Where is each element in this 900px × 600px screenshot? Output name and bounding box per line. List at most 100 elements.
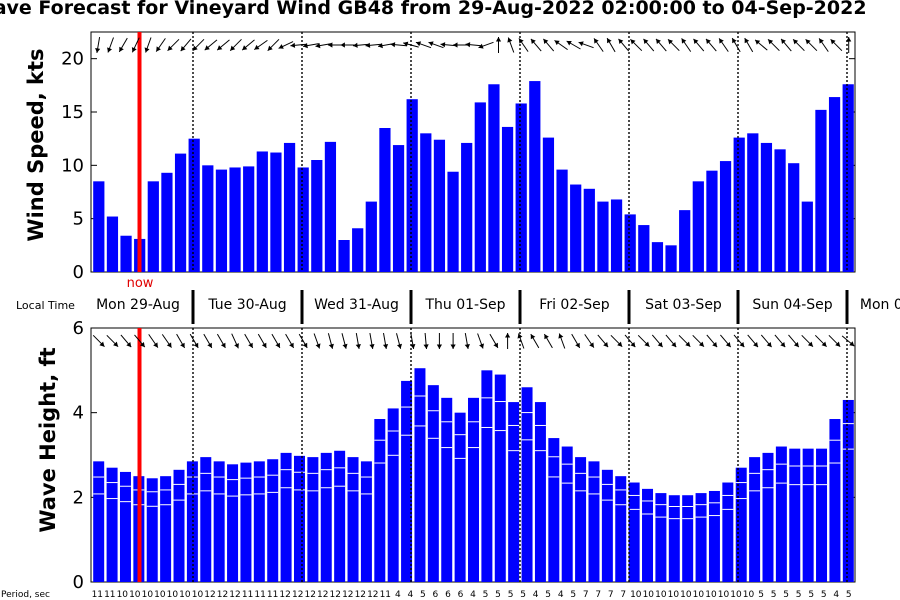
wind-speed-bar (501, 126, 514, 273)
direction-arrowhead (507, 37, 513, 43)
direction-arrowhead (207, 342, 212, 348)
period-value: 12 (229, 590, 240, 600)
wave-height-bar (816, 448, 828, 582)
direction-arrowhead (193, 342, 199, 348)
direction-arrowhead (781, 38, 786, 44)
wind-speed-bar (365, 201, 377, 272)
direction-arrowhead (436, 344, 442, 349)
period-value: 10 (192, 590, 204, 600)
wind-speed-bar (147, 181, 159, 272)
wave-height-bar (829, 419, 841, 582)
direction-arrowhead (830, 39, 836, 45)
wave-height-bar (548, 438, 560, 582)
period-value: 6 (433, 590, 439, 600)
wind-speed-bar (352, 228, 364, 272)
direction-arrowhead (275, 342, 280, 348)
period-value: 10 (117, 590, 129, 600)
wind-speed-bar (760, 142, 773, 272)
wave-height-bar (601, 469, 613, 582)
period-value: 5 (545, 590, 551, 600)
period-value: 5 (483, 590, 489, 600)
period-value: 11 (254, 590, 265, 600)
wind-speed-bar (638, 225, 650, 272)
period-value: 6 (445, 590, 451, 600)
direction-arrowhead (453, 42, 458, 48)
direction-arrowhead (254, 44, 260, 50)
direction-arrowhead (242, 45, 248, 51)
wave-height-bar (842, 399, 854, 582)
direction-arrowhead (578, 41, 584, 47)
direction-arrowhead (278, 44, 284, 49)
wave-height-bar (628, 482, 640, 582)
wind-speed-frame (90, 31, 856, 273)
direction-arrowhead (755, 39, 761, 45)
wave-height-tick-label: 6 (73, 318, 84, 339)
wind-speed-bar (515, 103, 527, 272)
direction-arrowhead (428, 41, 434, 47)
wind-speed-bar (842, 84, 854, 273)
period-value: 5 (796, 590, 802, 600)
wind-speed-bar (828, 97, 841, 272)
wind-speed-bar (788, 163, 800, 272)
wind-speed-bar (406, 99, 418, 272)
wave-height-bar (253, 461, 265, 582)
direction-arrowhead (315, 43, 321, 49)
direction-arrowhead (505, 333, 511, 338)
direction-arrowhead (698, 341, 704, 347)
period-value: 7 (595, 590, 601, 600)
wind-speed-bar (256, 151, 268, 272)
period-value: 5 (783, 590, 789, 600)
wave-height-bar (213, 461, 225, 582)
wind-speed-bar (324, 141, 337, 272)
wind-speed-bar (665, 245, 677, 272)
period-value: 10 (718, 590, 730, 600)
direction-arrowhead (289, 342, 294, 348)
direction-arrowhead (410, 344, 416, 349)
wave-height-bar (334, 450, 346, 582)
wind-speed-bar (747, 133, 759, 272)
direction-arrowhead (768, 39, 774, 45)
period-value: 4 (395, 590, 401, 600)
direction-arrowhead (753, 342, 758, 348)
local-time-label: Local Time (16, 299, 75, 312)
direction-arrowhead (248, 342, 253, 348)
direction-arrowhead (230, 45, 236, 51)
period-value: 10 (154, 590, 166, 600)
wind-speed-bar (338, 240, 350, 272)
direction-arrowhead (217, 45, 223, 51)
direction-arrowhead (167, 45, 173, 51)
wind-speed-panel: 0 5 10 15 20 (61, 31, 856, 283)
direction-arrowhead (744, 38, 750, 44)
wave-height-bar (682, 495, 694, 582)
direction-arrowhead (530, 334, 536, 340)
wave-height-bar (106, 467, 118, 582)
direction-arrowhead (603, 342, 609, 348)
direction-arrowhead (450, 344, 456, 349)
period-value: 7 (608, 590, 614, 600)
direction-arrowhead (657, 342, 663, 348)
wave-height-bar (441, 397, 453, 582)
wave-height-bar (575, 457, 587, 582)
direction-arrowhead (643, 38, 649, 44)
wave-height-axis-label: Wave Height, ft (36, 347, 60, 532)
period-value: 11 (267, 590, 278, 600)
period-value: 11 (242, 590, 253, 600)
period-value: 10 (142, 590, 154, 600)
direction-arrowhead (630, 342, 636, 348)
wave-height-bar (508, 402, 520, 582)
direction-arrowhead (303, 43, 308, 49)
day-label: Tue 30-Aug (207, 297, 286, 313)
wind-speed-bar (188, 138, 200, 272)
direction-arrowhead (355, 344, 361, 349)
direction-arrowhead (180, 46, 186, 52)
wave-height-bar (119, 471, 131, 582)
direction-arrowhead (693, 38, 699, 44)
wind-speed-bar (392, 145, 405, 272)
direction-arrowhead (192, 45, 198, 51)
direction-arrowhead (668, 39, 673, 45)
wave-height-bar (588, 461, 600, 582)
day-label: Mon 29-Aug (96, 297, 180, 313)
direction-arrowhead (180, 342, 185, 348)
period-value: 12 (342, 590, 353, 600)
direction-arrowhead (267, 45, 273, 51)
